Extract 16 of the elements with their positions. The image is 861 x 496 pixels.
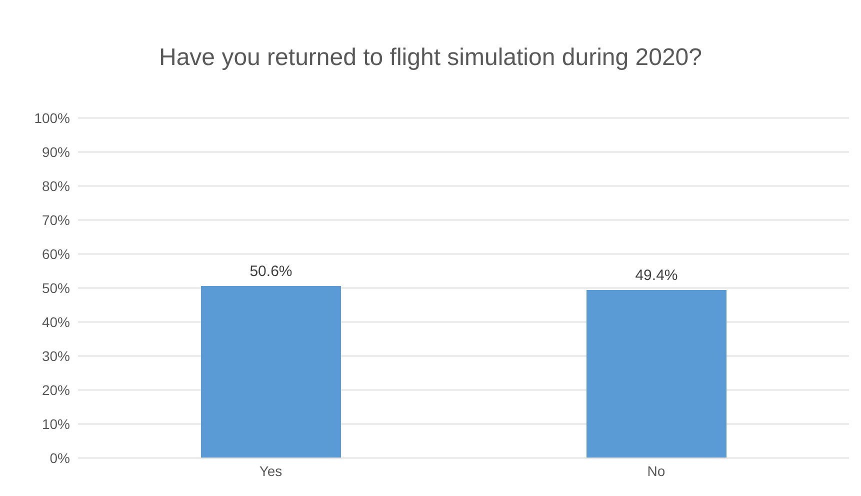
y-tick-label: 0% — [50, 450, 70, 466]
chart-title: Have you returned to flight simulation during 2020? — [159, 43, 702, 73]
y-tick-label: 50% — [42, 280, 70, 296]
y-tick-label: 70% — [42, 212, 70, 228]
y-tick-label: 100% — [34, 110, 70, 126]
y-tick-label: 60% — [42, 246, 70, 262]
data-label: 50.6% — [250, 262, 292, 280]
y-tick-label: 30% — [42, 348, 70, 364]
y-tick-label: 10% — [42, 416, 70, 432]
x-tick-label: Yes — [259, 462, 282, 479]
y-tick-label: 90% — [42, 144, 70, 160]
y-tick-label: 80% — [42, 178, 70, 194]
y-tick-label: 20% — [42, 382, 70, 398]
data-label: 49.4% — [635, 267, 678, 284]
x-tick-label: No — [647, 462, 666, 479]
y-tick-label: 40% — [42, 314, 70, 330]
